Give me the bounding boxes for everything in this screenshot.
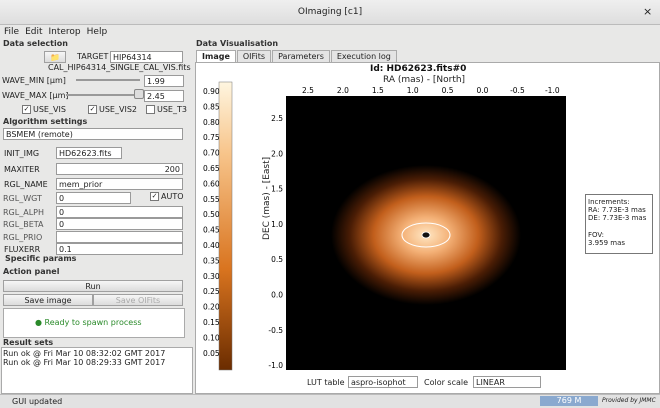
colorbar xyxy=(219,82,232,370)
colorbar-tick-label: 0.10 xyxy=(203,333,220,342)
info-line: RA: 7.73E-3 mas xyxy=(588,206,646,214)
provider: Provided by JMMC xyxy=(602,397,656,404)
x-tick-label: 2.0 xyxy=(337,86,349,95)
y-tick-label: 0.0 xyxy=(271,291,283,300)
colorbar-tick-label: 0.65 xyxy=(203,164,220,173)
colorbar-tick-label: 0.70 xyxy=(203,149,220,158)
colorbar-tick-label: 0.60 xyxy=(203,179,220,188)
colorbar-tick-label: 0.15 xyxy=(203,318,220,327)
x-tick-label: 1.0 xyxy=(407,86,419,95)
colorbar-tick-label: 0.55 xyxy=(203,195,220,204)
y-tick-label: 1.5 xyxy=(271,185,283,194)
colorbar-tick-label: 0.75 xyxy=(203,133,220,142)
colorbar-tick-label: 0.40 xyxy=(203,241,220,250)
y-tick-label: 0.5 xyxy=(271,255,283,264)
x-tick-label: -1.0 xyxy=(545,86,560,95)
colorbar-tick-label: 0.05 xyxy=(203,349,220,358)
x-tick-label: 0.5 xyxy=(442,86,454,95)
window: OImaging [c1] × FileEditInteropHelp Data… xyxy=(0,0,660,407)
y-tick-label: -1.0 xyxy=(268,361,283,370)
info-line: Increments: xyxy=(588,198,630,206)
center xyxy=(422,232,430,238)
info-line: 3.959 mas xyxy=(588,239,625,247)
label: Color scale xyxy=(424,378,468,387)
plot: 2.5 2.0 1.5 1.0 0.5 0.0 -0.5 -1.0 2.5 2.0 1.5 1.0 0.… xyxy=(0,0,660,407)
x-tick-label: 1.5 xyxy=(372,86,384,95)
colorbar-tick-label: 0.20 xyxy=(203,303,220,312)
colorbar-tick-label: 0.25 xyxy=(203,287,220,296)
y-tick-label: 2.5 xyxy=(271,114,283,123)
colorbar-tick-label: 0.90 xyxy=(203,87,220,96)
colorbar-tick-label: 0.80 xyxy=(203,118,220,127)
status-text: GUI updated xyxy=(12,397,62,406)
x-tick-label: 2.5 xyxy=(302,86,314,95)
y-tick-label: 1.0 xyxy=(271,220,283,229)
x-tick-label: -0.5 xyxy=(510,86,525,95)
scale-select[interactable]: LINEAR xyxy=(473,376,541,388)
x-tick-label: 0.0 xyxy=(477,86,489,95)
info-line: DE: 7.73E-3 mas xyxy=(588,214,646,222)
lut-select[interactable]: aspro-isophot xyxy=(348,376,418,388)
label: LUT table xyxy=(307,378,345,387)
colorbar-tick-label: 0.50 xyxy=(203,210,220,219)
colorbar-tick-label: 0.30 xyxy=(203,272,220,281)
memory[interactable]: 769 M xyxy=(540,396,598,406)
info-line: FOV: xyxy=(588,231,604,239)
colorbar-tick-label: 0.35 xyxy=(203,256,220,265)
y-tick-label: 2.0 xyxy=(271,149,283,158)
colorbar-tick-label: 0.85 xyxy=(203,102,220,111)
y-tick-label: -0.5 xyxy=(268,326,283,335)
colorbar-tick-label: 0.45 xyxy=(203,226,220,235)
